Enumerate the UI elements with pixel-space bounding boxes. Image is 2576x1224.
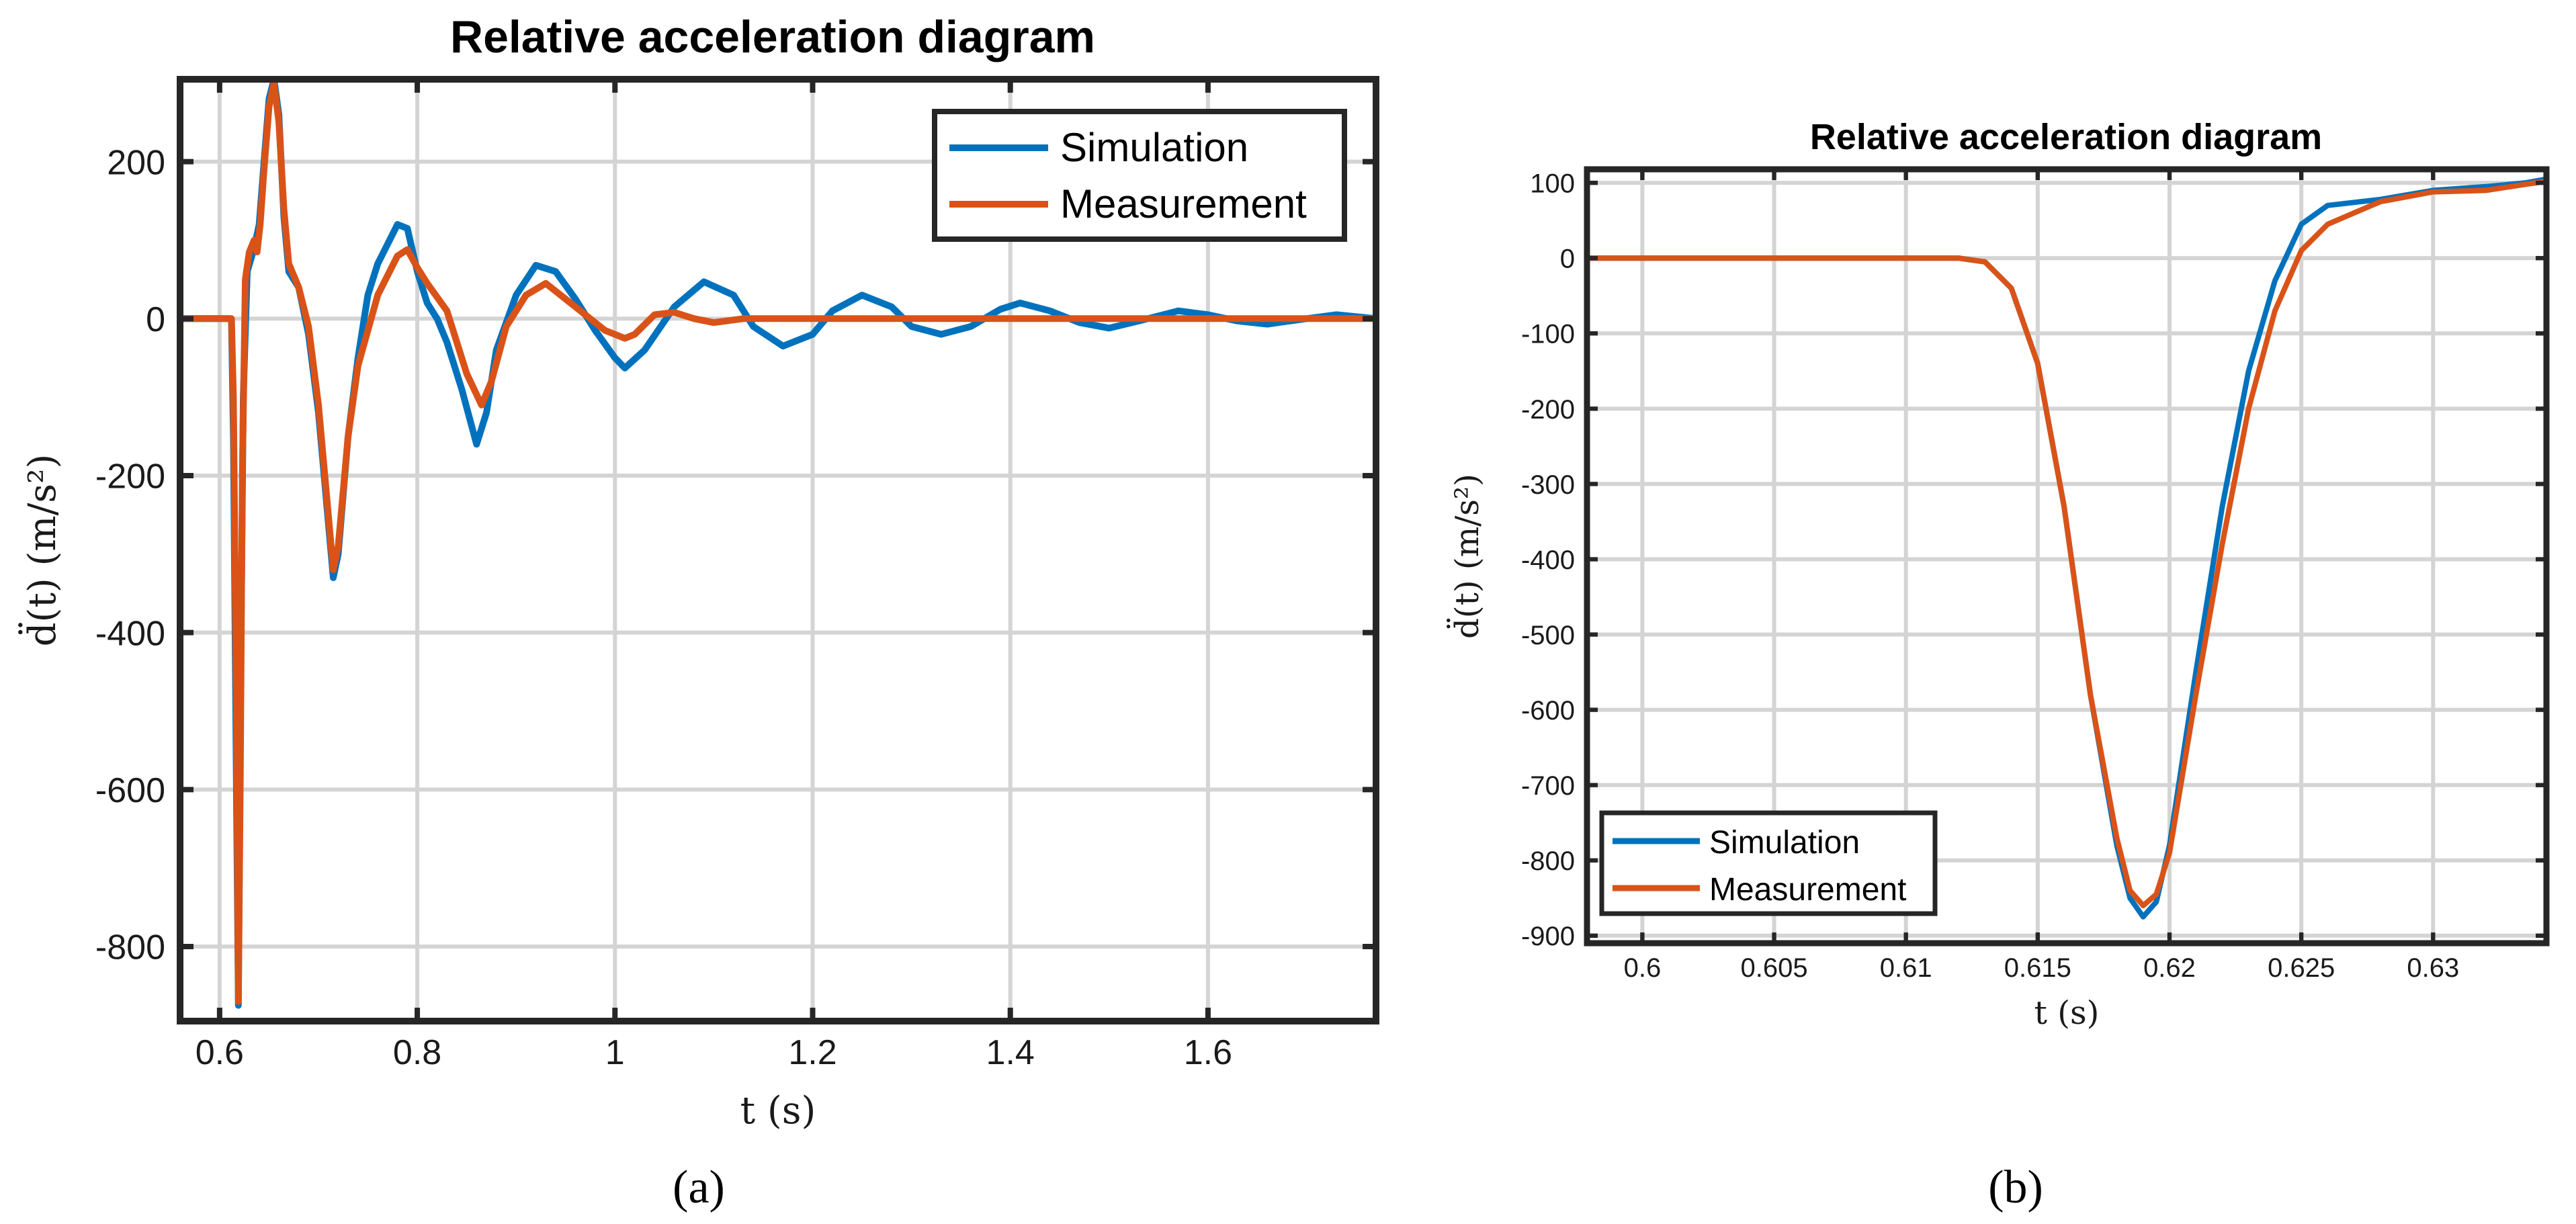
- chart-a-y-tick-label: 200: [107, 143, 165, 182]
- chart-b-y-tick-label: -100: [1521, 320, 1575, 349]
- chart-b-y-tick-label: -300: [1521, 470, 1575, 500]
- chart-a-x-tick-label: 1.6: [1184, 1033, 1232, 1072]
- chart-a-y-tick-label: -200: [95, 457, 165, 496]
- chart-b-y-tick-label: 0: [1560, 245, 1575, 274]
- chart-b-legend: Simulation Measurement: [1602, 813, 1935, 914]
- chart-b-y-tick-label: -600: [1521, 696, 1575, 726]
- chart-b-y-tick-label: 100: [1530, 169, 1575, 199]
- chart-b-y-tick-label: -900: [1521, 922, 1575, 951]
- chart-b-x-tick-label: 0.63: [2407, 953, 2459, 983]
- chart-a-x-axis-label: t (s): [740, 1089, 816, 1133]
- chart-b-x-tick-label: 0.61: [1880, 953, 1932, 983]
- chart-b-legend-simulation-label: Simulation: [1709, 825, 1860, 861]
- chart-a-x-tick-label: 1.4: [986, 1033, 1035, 1072]
- chart-b-x-tick-label: 0.6: [1624, 953, 1662, 983]
- chart-a-x-tick-label: 0.8: [393, 1033, 441, 1072]
- figure: Relative acceleration diagram 0.6 0.8 1 1.2…: [0, 0, 2576, 1224]
- chart-a-y-axis-label: d̈(t) (m/s²): [17, 454, 65, 647]
- chart-a-x-tick-label: 1.2: [788, 1033, 836, 1072]
- chart-b-legend-measurement-label: Measurement: [1709, 872, 1906, 908]
- chart-a-caption: (a): [673, 1162, 725, 1213]
- chart-b-y-tick-label: -400: [1521, 545, 1575, 575]
- chart-a-title: Relative acceleration diagram: [450, 11, 1095, 62]
- chart-a-y-tick-label: -800: [95, 928, 165, 967]
- chart-b-caption: (b): [1988, 1162, 2043, 1213]
- chart-b-title: Relative acceleration diagram: [1810, 117, 2322, 157]
- chart-b-x-tick-label: 0.605: [1740, 953, 1807, 983]
- chart-b-x-tick-label: 0.625: [2268, 953, 2335, 983]
- chart-b-y-tick-label: -200: [1521, 395, 1575, 425]
- chart-b-x-axis-label: t (s): [2034, 994, 2100, 1032]
- chart-b-y-tick-label: -800: [1521, 846, 1575, 876]
- chart-a-legend-simulation-label: Simulation: [1060, 125, 1248, 170]
- chart-b-y-tick-label: -500: [1521, 621, 1575, 650]
- chart-b-x-tick-label: 0.62: [2143, 953, 2196, 983]
- chart-a-y-tick-label: -600: [95, 771, 165, 810]
- chart-a-x-tick-label: 1: [605, 1033, 625, 1072]
- chart-a-legend: Simulation Measurement: [935, 112, 1344, 239]
- chart-a-x-tick-label: 0.6: [196, 1033, 244, 1072]
- chart-b-y-axis-label: d̈(t) (m/s²): [1446, 474, 1486, 639]
- chart-a-legend-measurement-label: Measurement: [1060, 181, 1307, 226]
- chart-a-y-tick-label: 0: [146, 300, 165, 339]
- chart-b-y-tick-label: -700: [1521, 771, 1575, 801]
- chart-a-y-tick-label: -400: [95, 614, 165, 653]
- chart-b-x-tick-label: 0.615: [2004, 953, 2071, 983]
